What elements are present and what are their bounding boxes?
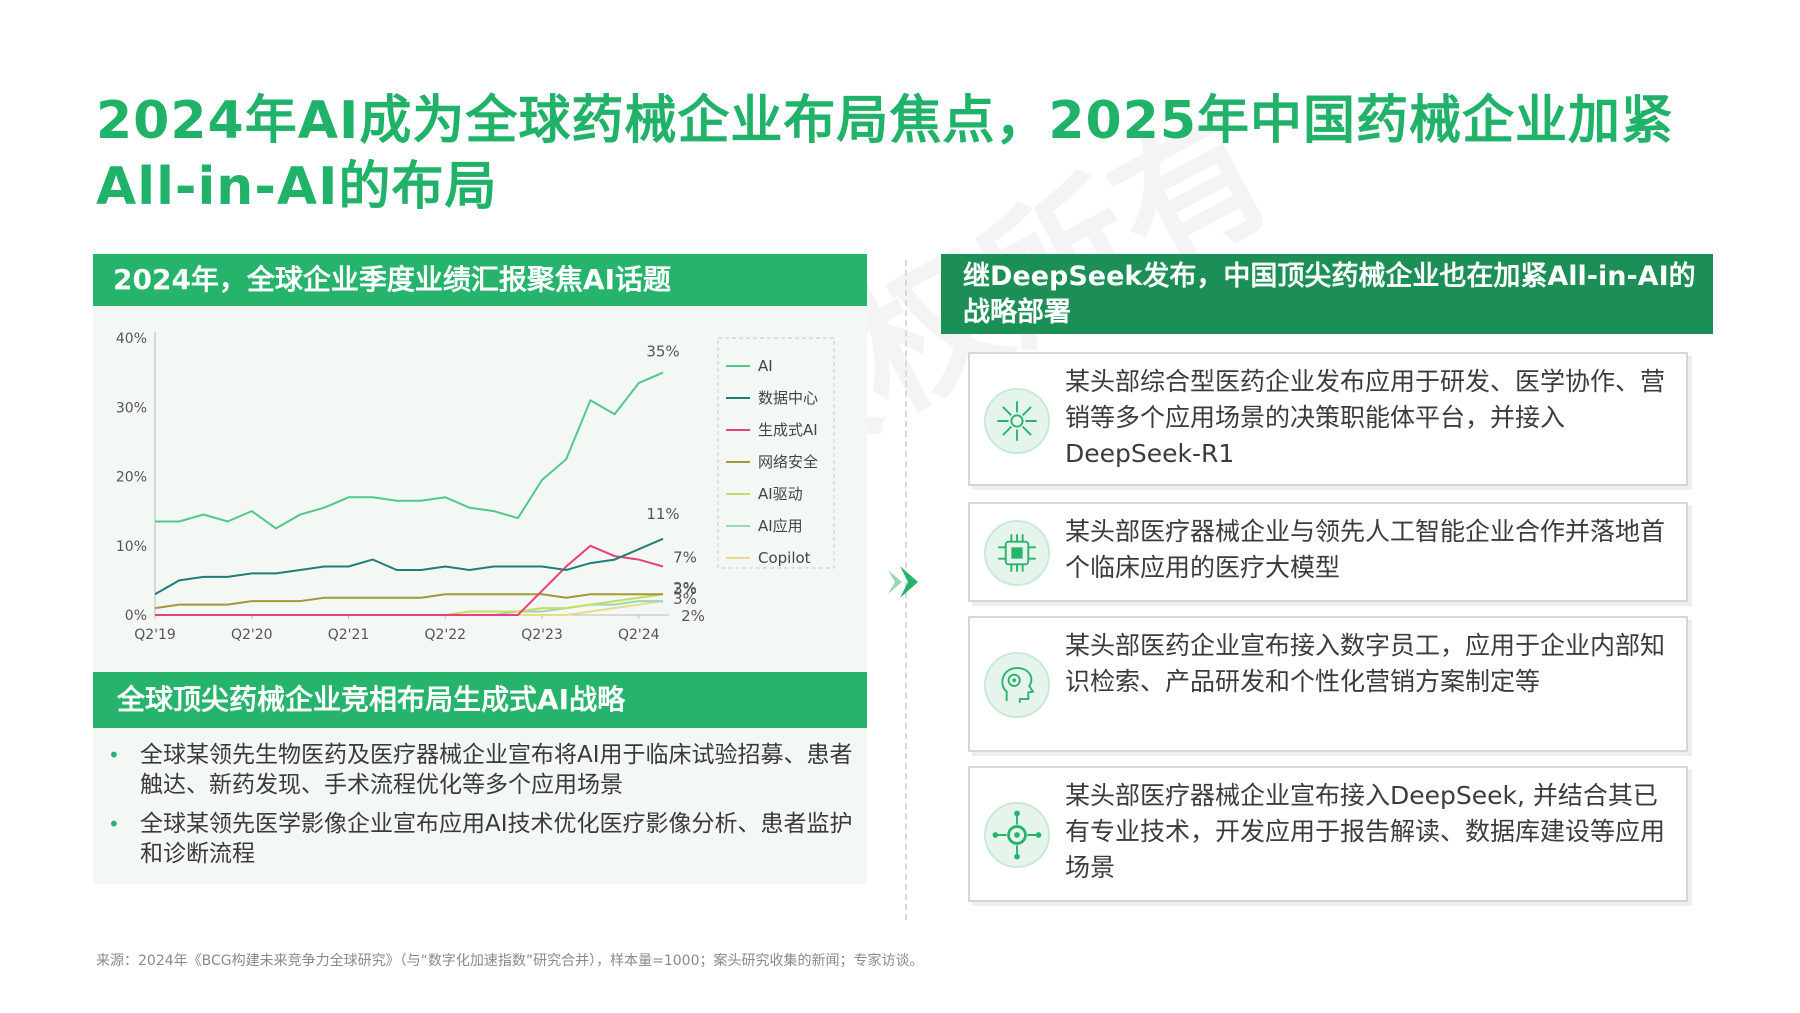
y-tick-label: 30%	[116, 400, 147, 416]
data-label: 7%	[673, 549, 697, 567]
gear-network-icon	[984, 802, 1050, 868]
bullet-dot-icon: •	[108, 743, 120, 767]
x-tick-label: Q2'22	[424, 627, 466, 643]
case-text: 某头部医药企业宣布接入数字员工，应用于企业内部知识检索、产品研发和个性化营销方案…	[1065, 631, 1666, 696]
case-text: 某头部医疗器械企业与领先人工智能企业合作并落地首个临床应用的医疗大模型	[1065, 517, 1666, 582]
legend-label: 网络安全	[758, 453, 818, 471]
x-tick-label: Q2'20	[231, 627, 273, 643]
x-tick-label: Q2'23	[521, 627, 563, 643]
y-tick-label: 0%	[125, 608, 147, 624]
series-line	[154, 593, 663, 610]
x-tick-label: Q2'19	[134, 627, 176, 643]
case-card: 某头部医药企业宣布接入数字员工，应用于企业内部知识检索、产品研发和个性化营销方案…	[968, 616, 1688, 752]
series-line	[155, 544, 664, 616]
ai-head-icon	[984, 652, 1050, 718]
legend-label: AI驱动	[758, 485, 803, 503]
case-card: 某头部医疗器械企业宣布接入DeepSeek, 并结合其已有专业技术，开发应用于报…	[968, 766, 1688, 902]
chart-axes: 0% 10% 20% 30% 40% Q2'19 Q2'20 Q2'21 Q2'22 Q2'23 Q…	[116, 331, 669, 643]
legend-label: Copilot	[758, 549, 811, 567]
x-tick-label: Q2'21	[328, 627, 370, 643]
case-text: 某头部医疗器械企业宣布接入DeepSeek, 并结合其已有专业技术，开发应用于报…	[1065, 781, 1666, 882]
line-chart: 0% 10% 20% 30% 40% Q2'19 Q2'20 Q2'21 Q2'22 Q2'23 Q…	[116, 331, 835, 643]
data-label: 3%	[673, 580, 697, 598]
case-card: 某头部综合型医药企业发布应用于研发、医学协作、营销等多个应用场景的决策职能体平台…	[968, 352, 1688, 486]
chart-lines	[154, 371, 664, 616]
right-heading: 继DeepSeek发布，中国顶尖药械企业也在加紧All-in-AI的战略部署	[941, 254, 1713, 334]
list-item: • 全球某领先医学影像企业宣布应用AI技术优化医疗影像分析、患者监护和诊断流程	[108, 809, 868, 869]
ai-chip-icon	[984, 520, 1050, 586]
bullet-dot-icon: •	[108, 812, 120, 836]
data-label: 2%	[673, 579, 697, 597]
y-tick-label: 40%	[116, 331, 147, 347]
bullet-text: 全球某领先生物医药及医疗器械企业宣布将AI用于临床试验招募、患者触达、新药发现、…	[140, 742, 853, 798]
chart-heading: 2024年，全球企业季度业绩汇报聚焦AI话题	[93, 254, 867, 306]
data-label: 11%	[646, 505, 679, 523]
chart-end-labels: 35%11%7%3%3%2%2%	[646, 343, 705, 626]
series-line	[155, 371, 664, 530]
data-label: 2%	[681, 607, 705, 625]
legend-label: AI	[758, 357, 773, 375]
series-line	[154, 537, 664, 596]
legend-label: AI应用	[758, 517, 803, 535]
data-label: 35%	[646, 343, 679, 361]
x-tick-label: Q2'24	[618, 627, 660, 643]
network-hub-icon	[984, 388, 1050, 454]
data-label: 3%	[673, 590, 697, 608]
legend-label: 数据中心	[758, 389, 818, 407]
legend-box	[717, 337, 835, 569]
strategy-bullets: • 全球某领先生物医药及医疗器械企业宣布将AI用于临床试验招募、患者触达、新药发…	[108, 740, 868, 878]
y-tick-label: 20%	[116, 470, 147, 486]
legend-label: 生成式AI	[758, 421, 818, 439]
page-title: 2024年AI成为全球药械企业布局焦点，2025年中国药械企业加紧All-in-…	[96, 91, 1675, 217]
bullet-text: 全球某领先医学影像企业宣布应用AI技术优化医疗影像分析、患者监护和诊断流程	[140, 811, 853, 867]
source-note: 来源：2024年《BCG构建未来竞争力全球研究》（与“数字化加速指数”研究合并）…	[96, 953, 924, 969]
case-card: 某头部医疗器械企业与领先人工智能企业合作并落地首个临床应用的医疗大模型	[968, 502, 1688, 602]
chevron-right-icon	[888, 566, 918, 598]
list-item: • 全球某领先生物医药及医疗器械企业宣布将AI用于临床试验招募、患者触达、新药发…	[108, 740, 868, 800]
case-text: 某头部综合型医药企业发布应用于研发、医学协作、营销等多个应用场景的决策职能体平台…	[1065, 367, 1666, 468]
y-tick-label: 10%	[116, 539, 147, 555]
strategy-heading: 全球顶尖药械企业竞相布局生成式AI战略	[93, 672, 867, 728]
